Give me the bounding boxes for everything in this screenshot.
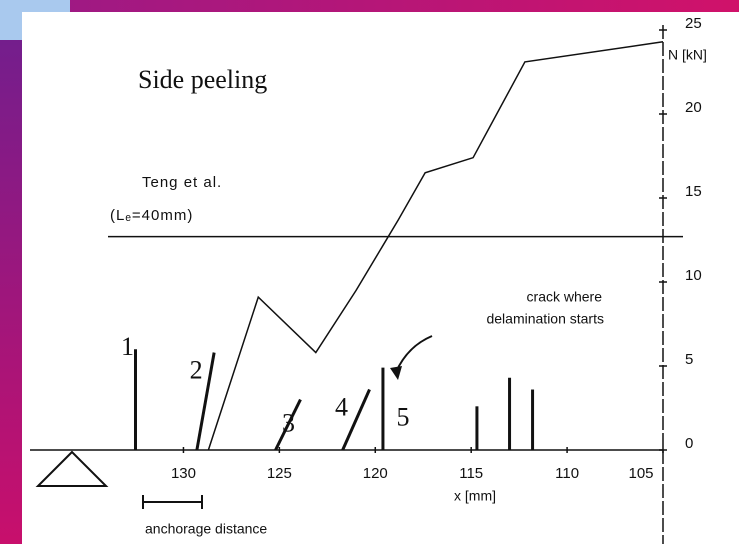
chart-title: Side peeling — [138, 65, 267, 94]
x-tick-label: 125 — [267, 465, 292, 482]
x-tick-label: 115 — [459, 465, 483, 482]
y-tick-label: 25 — [685, 15, 702, 32]
annotation: delamination starts — [486, 311, 604, 327]
data-line — [207, 41, 664, 451]
plot: Side peeling N [kN] x [mm] Teng et al. (… — [30, 15, 707, 544]
x-tick-label: 130 — [171, 465, 196, 482]
y-tick-label: 0 — [685, 435, 693, 452]
y-tick-label: 15 — [685, 183, 702, 200]
reference-label: Teng et al. — [142, 174, 222, 191]
crack — [274, 398, 302, 451]
y-tick-label: 10 — [685, 267, 702, 284]
crack-label: 5 — [396, 403, 409, 432]
x-tick-label: 120 — [363, 465, 388, 482]
x-axis-label: x [mm] — [454, 488, 496, 504]
x-tick-label: 110 — [555, 465, 579, 482]
x-tick-label: 105 — [628, 465, 653, 482]
crack-label: 4 — [335, 392, 348, 421]
annotation-arrowhead — [390, 366, 402, 380]
support — [35, 450, 109, 487]
crack-label: 3 — [282, 409, 295, 438]
crack-label: 2 — [190, 356, 203, 385]
annotation: crack where — [527, 289, 603, 305]
chart-panel — [22, 12, 739, 544]
annotation: anchorage distance — [145, 521, 267, 537]
y-tick-label: 5 — [685, 351, 693, 368]
top-bar — [0, 0, 739, 12]
y-tick-label: 20 — [685, 99, 702, 116]
crack — [341, 388, 371, 451]
y-axis-label: N [kN] — [668, 47, 707, 63]
reference-label: (Lₑ=40mm) — [110, 207, 193, 224]
crack — [195, 352, 216, 451]
crack-label: 1 — [121, 332, 134, 361]
